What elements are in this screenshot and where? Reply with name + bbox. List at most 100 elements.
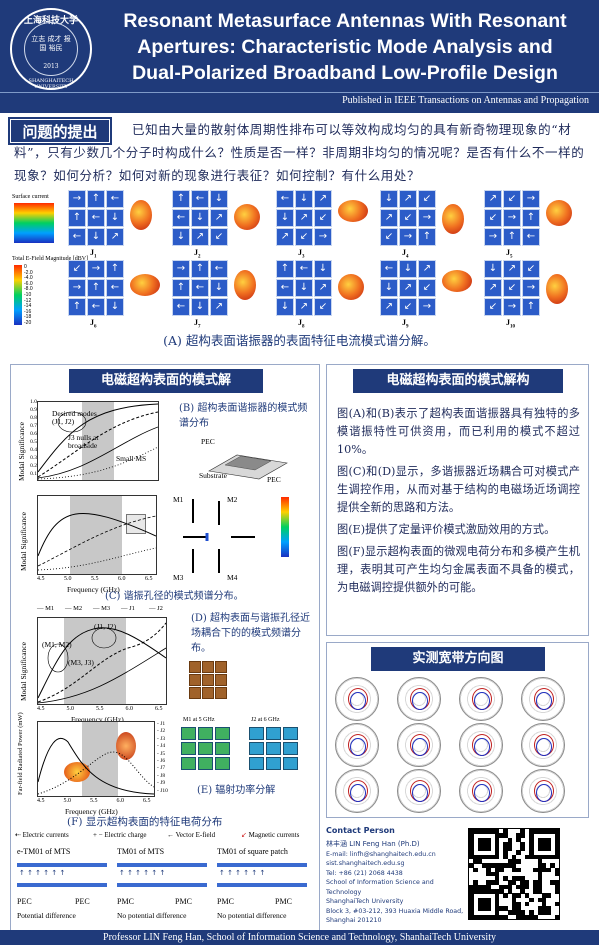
qr-module [490, 880, 495, 885]
qr-module [477, 897, 483, 903]
unit-cell: ↙ [418, 279, 436, 297]
qr-module [511, 863, 517, 868]
qr-module [520, 914, 525, 920]
figure-d-array [189, 661, 229, 701]
efield-tick-label: -6.0 [24, 280, 33, 287]
figure-b-plot: Desired modes (J1, J2) J3 nulls at broad… [37, 401, 159, 481]
qr-module [520, 880, 525, 885]
right-panel: 电磁超构表面的模式解构 图(A)和(B)表示了超构表面谐振器具有独特的多模谐振特… [326, 364, 589, 636]
figure-b-ytick: 0.9 [30, 407, 37, 413]
unit-cell: ↙ [314, 298, 332, 316]
unit-cell: ↙ [418, 190, 436, 208]
inset-cell [283, 742, 298, 755]
qr-module [516, 914, 521, 920]
qr-module [494, 871, 500, 877]
qr-module [554, 829, 560, 834]
array-patch [202, 661, 214, 673]
qr-module [554, 880, 560, 885]
efield-tick-label: -14 [24, 303, 32, 310]
polar-plot [459, 677, 503, 721]
qr-module [541, 846, 547, 851]
unit-cell: ↓ [295, 190, 313, 208]
x-tick-label: 4.5 [37, 798, 45, 804]
measurement-heading: 实测宽带方向图 [371, 647, 545, 671]
figure-c-curves [38, 513, 156, 571]
mode-grid: → ↑ ← ↑ ← ↓ ← ↓ ↗ J1 ↑ ← ↓ ← ↓ ↗ ↓ ↗ ↙ J2 ← ↓ ↗ ↓ ↗ ↙ ↗ ↙ → J3 ↓ ↗ ↙ ↗ ↙ → ↙… [68, 190, 589, 330]
unit-cell: ↓ [380, 190, 398, 208]
unit-cell: ↓ [295, 279, 313, 297]
contact-title: Contact Person [326, 826, 395, 835]
qr-module [541, 893, 547, 898]
figure-e-legend-item: - J9 [157, 780, 166, 787]
polar-plot [459, 769, 503, 813]
figure-f-metal-top [17, 863, 107, 867]
right-paragraph-3: 图(E)提供了定量评价模式激励效用的方式。 [337, 523, 556, 536]
x-tick-label: 6.5 [155, 706, 163, 712]
qr-module [507, 859, 513, 864]
unit-cell: ↙ [68, 260, 86, 278]
polar-plot [397, 769, 441, 813]
qr-module [486, 901, 491, 907]
right-paragraph-2: 图(C)和(D)显示，多谐振器近场耦合可对模式产生调控作用，从而对基于结构的电磁… [337, 465, 580, 514]
figure-e-ylabel: Far-field Radiated Power (mW) [17, 712, 24, 795]
inset-cell [181, 757, 196, 770]
qr-module [473, 880, 478, 885]
qr-module [529, 846, 534, 851]
qr-module [537, 876, 543, 881]
qr-module [550, 863, 555, 868]
university-logo: 上海科技大学 立志 成才 报国 裕民 2013 SHANGHAITECH UNI… [10, 8, 92, 90]
figure-d-xticks: 4.5 5.0 5.5 6.0 6.5 [37, 706, 167, 716]
qr-module [507, 880, 513, 885]
unit-cell: ↗ [314, 190, 332, 208]
qr-module [554, 914, 560, 920]
qr-module [494, 846, 500, 851]
x-tick-label: 5.0 [64, 576, 72, 582]
qr-module [477, 859, 483, 864]
qr-module [499, 889, 504, 894]
qr-module [533, 914, 538, 920]
unit-cell: ↑ [68, 298, 86, 316]
qr-module [499, 833, 504, 838]
figure-e-legend-item: - J2 [157, 728, 166, 735]
unit-cell: ← [191, 190, 209, 208]
figure-d-plot: (M1, M2) (M3, J3) (J1, J2) [37, 617, 167, 705]
mode-m3-label: M3 [173, 573, 184, 582]
qr-module [537, 846, 543, 851]
qr-module [537, 884, 543, 890]
qr-module [481, 854, 487, 860]
figure-f-wall-left: PMC [217, 897, 234, 906]
polar-plot [521, 723, 565, 767]
qr-module [481, 897, 487, 903]
figure-c-shade [70, 496, 122, 574]
mode-cell-group: ↗ ↙ → ↙ → ↑ → ↑ ← J5 [484, 190, 584, 260]
qr-module [477, 854, 483, 860]
contact-email[interactable]: E-mail: linfh@shanghaitech.edu.cn [326, 850, 436, 858]
radiation-pattern [442, 270, 472, 292]
unit-cell: ↗ [503, 260, 521, 278]
efield-tick-label: -10 [24, 292, 32, 298]
qr-module [481, 889, 487, 894]
polar-plot [459, 723, 503, 767]
qr-module [529, 914, 534, 920]
contact-section: Contact Person 林丰涵 LIN Feng Han (Ph.D) E… [326, 822, 589, 930]
radiation-pattern [130, 274, 160, 296]
mode-label-subscript: 7 [198, 324, 201, 330]
unit-cell: ↗ [314, 279, 332, 297]
array-patch [215, 687, 227, 699]
mode-label: J8 [298, 318, 305, 330]
qr-module [473, 884, 478, 890]
unit-cell: ↑ [276, 260, 294, 278]
qr-module [481, 841, 487, 847]
unit-cell: ↓ [314, 260, 332, 278]
qr-module [529, 910, 534, 915]
qr-module [541, 897, 547, 903]
qr-code[interactable] [468, 828, 560, 920]
unit-cell: ← [276, 190, 294, 208]
unit-cell: ↓ [210, 190, 228, 208]
contact-website[interactable]: sist.shanghaitech.edu.sg [326, 860, 405, 867]
inset-cell [283, 757, 298, 770]
mode-label: J1 [90, 248, 97, 260]
unit-cell: ↓ [399, 260, 417, 278]
unit-cell: ↓ [172, 228, 190, 246]
legend-electric-currents: Electric currents [22, 831, 69, 839]
